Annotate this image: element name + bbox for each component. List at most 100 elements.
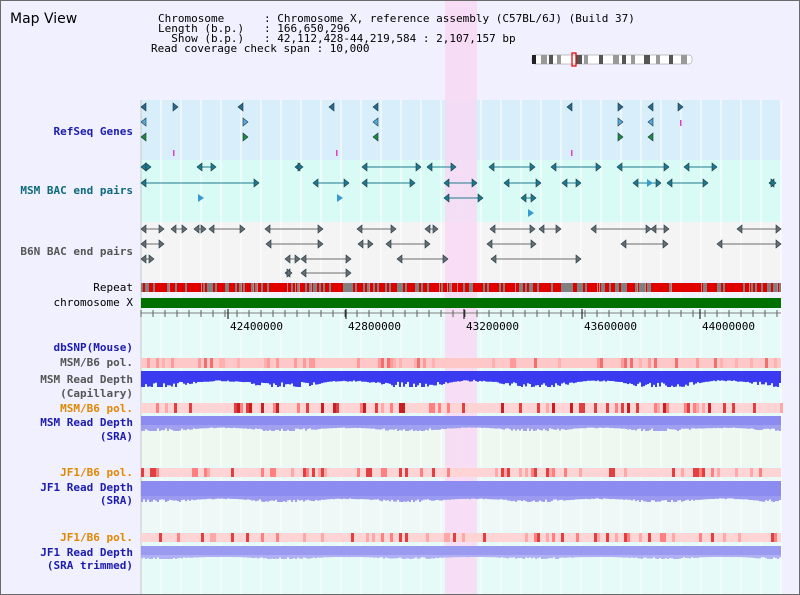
depth-bar (419, 425, 421, 431)
depth-bar (225, 555, 227, 557)
repeat-segment (617, 283, 619, 292)
pol-cell (171, 358, 174, 368)
depth-bar (191, 371, 193, 384)
msm-b6-pol-label-2[interactable]: MSM/B6 pol. (60, 402, 133, 415)
depth-bar (195, 425, 197, 429)
depth-bar (747, 555, 749, 558)
depth-bar (329, 555, 331, 558)
depth-bar (771, 371, 773, 384)
depth-bar (431, 496, 433, 501)
pol-cell (189, 403, 192, 413)
depth-bar (315, 371, 317, 385)
pol-cell (483, 533, 486, 542)
depth-bar (155, 425, 157, 431)
depth-bar (181, 496, 183, 500)
depth-bar (745, 496, 747, 500)
gene-arrow (242, 117, 249, 127)
depth-bar (345, 371, 347, 382)
gene-arrow (617, 117, 624, 127)
pol-cell (447, 403, 450, 413)
depth-bar (683, 371, 685, 387)
depth-bar (417, 425, 419, 431)
repeat-segment (571, 283, 573, 292)
depth-bar (403, 555, 405, 559)
depth-bar (639, 555, 641, 559)
depth-bar (687, 371, 689, 386)
depth-bar (469, 555, 471, 558)
repeat-segment (401, 283, 403, 292)
depth-bar (551, 496, 553, 501)
depth-bar (191, 496, 193, 500)
msm-bac-label[interactable]: MSM BAC end pairs (20, 184, 133, 197)
depth-bar (169, 555, 171, 559)
repeat-segment (463, 283, 465, 292)
depth-bar (429, 371, 431, 385)
gene-arrow (286, 268, 293, 278)
depth-bar (743, 371, 745, 382)
depth-bar (647, 555, 649, 559)
depth-bar (557, 371, 559, 386)
depth-bar (477, 425, 479, 428)
depth-bar (259, 425, 261, 429)
b6n-bac-label[interactable]: B6N BAC end pairs (20, 245, 133, 258)
pol-cell (534, 533, 537, 542)
msm-read-depth-sra-label[interactable]: MSM Read Depth (40, 416, 133, 429)
gene-mark (571, 150, 573, 156)
depth-bar (557, 496, 559, 501)
depth-bar (349, 555, 351, 558)
depth-bar (665, 425, 667, 431)
depth-bar (739, 371, 741, 382)
depth-bar (203, 371, 205, 382)
depth-bar (153, 496, 155, 500)
depth-bar (565, 555, 567, 558)
depth-bar (225, 496, 227, 500)
repeat-segment (355, 283, 357, 292)
depth-bar (521, 496, 523, 502)
depth-bar (365, 425, 367, 429)
depth-bar (585, 425, 587, 429)
depth-bar (209, 425, 211, 428)
polymorphism-track (141, 533, 781, 542)
depth-bar (685, 425, 687, 429)
depth-bar (209, 371, 211, 382)
pol-cell (447, 468, 450, 477)
depth-bar (261, 425, 263, 430)
depth-bar (321, 371, 323, 384)
refseq-genes-label[interactable]: RefSeq Genes (53, 125, 133, 138)
axis-tick-label: 42800000 (348, 320, 401, 333)
dbsnp-label[interactable]: dbSNP(Mouse) (53, 341, 133, 354)
gene-arrow (158, 239, 165, 249)
msm-b6-pol-label-1[interactable]: MSM/B6 pol. (60, 356, 133, 369)
depth-bar (323, 425, 325, 429)
jf1-read-depth-sra-label[interactable]: JF1 Read Depth (40, 481, 133, 494)
depth-bar (213, 425, 215, 429)
jf1-b6-pol-label-1[interactable]: JF1/B6 pol. (60, 466, 133, 479)
depth-bar (435, 425, 437, 430)
depth-bar (751, 425, 753, 429)
depth-bar (603, 425, 605, 428)
pol-cell (261, 403, 264, 413)
depth-bar (301, 371, 303, 383)
depth-bar (293, 555, 295, 559)
depth-bar (719, 555, 721, 557)
depth-bar (179, 496, 181, 502)
pol-cell (534, 358, 537, 368)
depth-bar (441, 555, 443, 558)
repeat-segment (369, 283, 370, 292)
depth-bar (147, 371, 149, 387)
depth-bar (639, 496, 641, 502)
pol-cell (723, 533, 726, 542)
depth-bar (565, 425, 567, 431)
ideogram-band (584, 55, 588, 64)
depth-bar (693, 555, 695, 558)
jf1-b6-pol-label-2[interactable]: JF1/B6 pol. (60, 531, 133, 544)
depth-bar (273, 555, 275, 559)
pol-cell (612, 468, 615, 477)
msm-read-depth-capillary-label[interactable]: MSM Read Depth (40, 373, 133, 386)
depth-bar (207, 371, 209, 382)
repeat-segment (579, 283, 581, 292)
jf1-read-depth-trimmed-label[interactable]: JF1 Read Depth (40, 546, 133, 559)
depth-bar (769, 425, 771, 430)
